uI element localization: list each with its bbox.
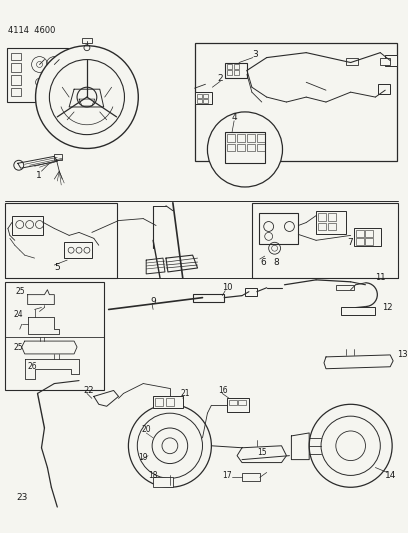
Text: 20: 20 — [142, 425, 151, 434]
Bar — [197, 99, 202, 103]
Text: 15: 15 — [257, 448, 266, 457]
Bar — [328, 213, 336, 221]
Circle shape — [321, 416, 380, 475]
Bar — [354, 229, 381, 246]
Bar — [227, 143, 235, 151]
Bar — [237, 134, 245, 142]
Circle shape — [129, 405, 211, 487]
Bar — [227, 398, 249, 412]
Text: 10: 10 — [222, 283, 233, 292]
Bar — [316, 211, 346, 235]
Bar — [247, 143, 255, 151]
Text: 1: 1 — [35, 171, 41, 180]
Bar — [227, 64, 232, 69]
Text: 19: 19 — [138, 453, 148, 462]
Text: 13: 13 — [397, 350, 408, 359]
Text: 17: 17 — [222, 471, 232, 480]
Text: 26: 26 — [28, 362, 37, 372]
Bar — [153, 397, 183, 408]
Bar — [252, 203, 398, 278]
Bar — [166, 398, 174, 406]
Circle shape — [336, 431, 366, 461]
Text: 22: 22 — [84, 386, 94, 395]
Bar — [229, 400, 237, 405]
Bar — [54, 155, 62, 160]
Bar — [195, 43, 397, 161]
Bar — [153, 478, 173, 487]
Text: 16: 16 — [218, 386, 228, 395]
Text: 6: 6 — [261, 257, 266, 266]
Text: 25: 25 — [16, 287, 25, 296]
Bar — [356, 238, 364, 245]
Text: 23: 23 — [16, 492, 27, 502]
Bar — [380, 58, 390, 66]
Text: 2: 2 — [217, 74, 223, 83]
Bar — [227, 134, 235, 142]
Bar — [11, 75, 21, 85]
Text: 4: 4 — [231, 114, 237, 123]
Text: 21: 21 — [181, 389, 191, 398]
Bar — [193, 294, 224, 302]
Circle shape — [35, 46, 138, 149]
Bar — [197, 94, 202, 98]
Text: 4114  4600: 4114 4600 — [8, 27, 55, 35]
Bar — [366, 238, 373, 245]
Bar — [225, 62, 247, 78]
Bar — [257, 134, 265, 142]
Circle shape — [309, 405, 392, 487]
Bar — [318, 213, 326, 221]
Bar — [204, 94, 208, 98]
Bar — [64, 243, 92, 258]
Text: 9: 9 — [150, 297, 156, 306]
Circle shape — [207, 112, 282, 187]
Bar — [11, 53, 21, 60]
Bar — [11, 62, 21, 72]
Text: 24: 24 — [14, 310, 23, 319]
Text: 18: 18 — [149, 471, 158, 480]
Bar — [378, 84, 390, 94]
Bar — [366, 230, 373, 237]
Text: 5: 5 — [54, 263, 60, 272]
Bar — [238, 400, 246, 405]
Circle shape — [162, 438, 178, 454]
Bar — [341, 308, 375, 316]
Bar — [318, 223, 326, 230]
Bar — [237, 143, 245, 151]
Circle shape — [152, 428, 188, 464]
Text: 11: 11 — [375, 273, 386, 282]
Bar — [234, 70, 239, 75]
Bar — [259, 213, 298, 244]
Bar — [245, 288, 257, 296]
Bar — [346, 58, 357, 66]
Bar — [328, 223, 336, 230]
Bar — [7, 48, 68, 102]
Bar — [356, 230, 364, 237]
Bar — [234, 64, 239, 69]
Bar — [5, 282, 104, 391]
Text: 25: 25 — [14, 343, 23, 351]
Circle shape — [77, 87, 97, 107]
Text: 8: 8 — [274, 257, 279, 266]
Bar — [195, 92, 213, 104]
Text: 7: 7 — [347, 238, 353, 247]
Bar — [5, 203, 117, 278]
Text: 14: 14 — [384, 471, 396, 480]
Text: 3: 3 — [252, 50, 258, 59]
Bar — [11, 88, 21, 96]
Text: 12: 12 — [382, 303, 392, 312]
Circle shape — [137, 413, 202, 479]
Bar — [385, 54, 397, 67]
Bar — [257, 143, 265, 151]
Bar — [155, 398, 163, 406]
Bar — [336, 285, 354, 290]
Bar — [247, 134, 255, 142]
Bar — [227, 70, 232, 75]
Bar — [12, 216, 44, 236]
Bar — [225, 132, 265, 163]
Circle shape — [49, 60, 124, 135]
Bar — [204, 99, 208, 103]
Bar — [242, 473, 260, 481]
Bar — [82, 38, 92, 43]
